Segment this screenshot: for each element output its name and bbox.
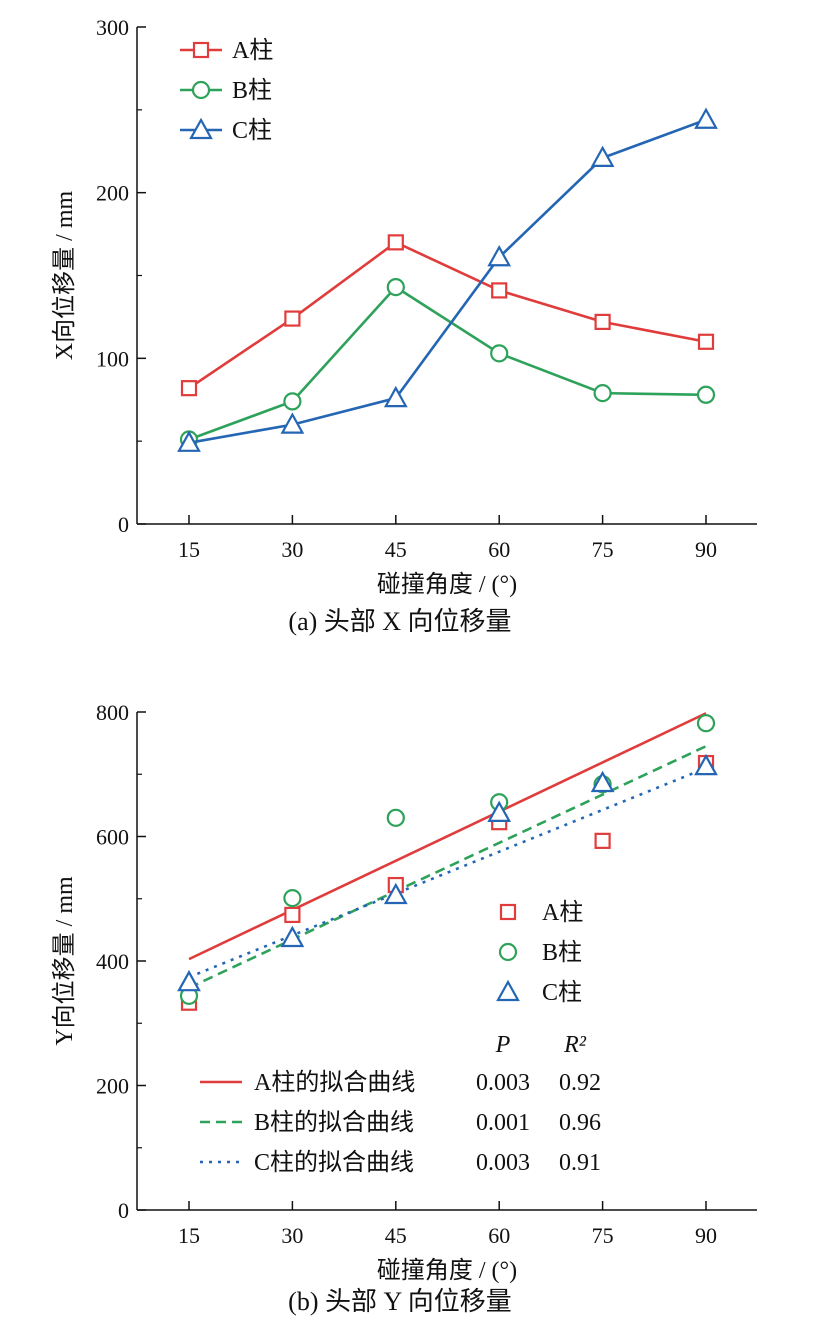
y-tick-label: 0 [118, 1198, 129, 1223]
data-point-A [594, 313, 611, 330]
fit-r2-value: 0.92 [559, 1070, 601, 1096]
legend-marker [192, 41, 210, 59]
data-point-B [593, 384, 612, 403]
data-point-A [284, 906, 301, 924]
legend-label: B柱 [232, 77, 272, 104]
data-point-C [383, 385, 408, 408]
fit-p-value: 0.003 [476, 1070, 530, 1096]
legend-label: B柱 [542, 939, 582, 966]
legend-marker [496, 979, 520, 1002]
y-tick-label: 800 [96, 700, 129, 725]
y-tick-label: 300 [96, 15, 129, 40]
y-axis-label: Y向位移量 / mm [51, 876, 78, 1046]
fit-r2-value: 0.96 [559, 1110, 601, 1136]
x-tick-label: 75 [592, 1223, 614, 1248]
data-point-B [490, 344, 509, 363]
chart-caption: (b) 头部 Y 向位移量 [288, 1287, 512, 1316]
data-point-C [177, 969, 201, 992]
series-line-B [188, 285, 707, 441]
x-tick-label: 90 [695, 537, 717, 562]
data-point-C [487, 245, 512, 267]
data-point-B [386, 808, 405, 827]
legend-marker [189, 117, 213, 140]
y-tick-label: 200 [96, 1074, 129, 1099]
data-point-A [284, 310, 301, 327]
data-point-A [491, 282, 508, 299]
legend-label: A柱 [232, 37, 273, 64]
data-point-C [590, 770, 615, 793]
data-point-C [280, 412, 305, 434]
x-tick-label: 45 [385, 537, 407, 562]
legend-label: C柱 [232, 117, 272, 144]
data-point-C [590, 145, 615, 167]
fit-line-B [188, 745, 707, 989]
y-tick-label: 200 [96, 181, 129, 206]
data-point-B [386, 277, 405, 297]
p-header: P [495, 1032, 511, 1058]
legend-marker [498, 942, 518, 962]
data-point-A [180, 380, 198, 397]
x-tick-label: 90 [695, 1223, 717, 1248]
data-point-C [280, 925, 305, 948]
series-line-C [188, 118, 707, 445]
data-point-C [177, 430, 201, 452]
data-point-B [696, 714, 716, 733]
fit-legend-label: A柱的拟合曲线 [254, 1069, 415, 1096]
data-point-B [696, 385, 716, 404]
x-tick-label: 30 [281, 1223, 303, 1248]
fit-legend-label: B柱的拟合曲线 [254, 1109, 414, 1136]
y-tick-label: 100 [96, 346, 129, 371]
legend-label: A柱 [542, 899, 583, 926]
x-tick-label: 30 [281, 537, 303, 562]
legend-marker [191, 80, 211, 100]
x-axis-label: 碰撞角度 / (°) [377, 1257, 517, 1284]
x-axis-label: 碰撞角度 / (°) [377, 571, 517, 598]
data-point-C [383, 882, 408, 905]
legend-marker [499, 903, 517, 921]
y-tick-label: 400 [96, 949, 129, 974]
legend-label: C柱 [542, 979, 582, 1006]
data-point-A [594, 832, 611, 849]
fit-r2-value: 0.91 [559, 1150, 601, 1176]
fit-legend-label: C柱的拟合曲线 [254, 1149, 414, 1176]
x-tick-label: 15 [178, 1223, 200, 1248]
data-point-C [694, 753, 718, 776]
data-point-B [283, 889, 302, 908]
data-point-C [694, 107, 718, 129]
data-point-A [697, 333, 715, 350]
x-tick-label: 60 [488, 537, 510, 562]
r2-header: R² [563, 1032, 587, 1058]
series-line-A [188, 240, 707, 390]
data-point-A [387, 234, 404, 251]
fit-line-C [188, 766, 707, 979]
data-point-C [487, 800, 512, 822]
y-tick-label: 600 [96, 825, 129, 850]
x-tick-label: 15 [178, 537, 200, 562]
x-tick-label: 75 [592, 537, 614, 562]
data-point-B [283, 392, 302, 411]
fit-line-A [188, 712, 707, 961]
y-axis-label: X向位移量 / mm [51, 191, 78, 361]
fit-p-value: 0.001 [476, 1110, 530, 1136]
x-tick-label: 45 [385, 1223, 407, 1248]
chart-caption: (a) 头部 X 向位移量 [288, 607, 511, 636]
y-tick-label: 0 [118, 512, 129, 537]
fit-p-value: 0.003 [476, 1150, 530, 1176]
x-tick-label: 60 [488, 1223, 510, 1248]
